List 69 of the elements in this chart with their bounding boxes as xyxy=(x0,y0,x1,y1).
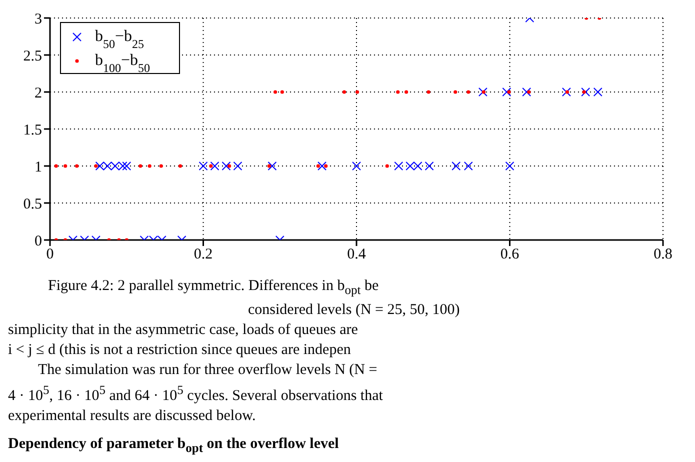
point xyxy=(507,90,511,94)
point xyxy=(581,88,590,96)
point xyxy=(54,164,58,168)
x-tick-label: 0 xyxy=(46,246,54,263)
x-tick-label: 0.8 xyxy=(654,246,672,263)
point xyxy=(454,90,458,94)
point xyxy=(318,162,327,170)
text: considered levels (N = 25, 50, 100) xyxy=(247,301,461,320)
point xyxy=(210,162,220,170)
point xyxy=(404,90,408,94)
point xyxy=(527,90,531,94)
point xyxy=(209,164,213,168)
point xyxy=(352,162,361,170)
point xyxy=(505,162,514,170)
point xyxy=(582,90,586,94)
text: 4 · 10$^{5}$, 16 · 10$^{5}$ and 64 · 10$^{5}$ cycles. Several observations that xyxy=(8,382,384,406)
text: simplicity that in the asymmetric case, loads of queues are xyxy=(8,321,359,340)
point xyxy=(396,90,400,94)
point xyxy=(355,90,360,94)
point xyxy=(138,164,142,168)
point xyxy=(464,162,473,170)
point xyxy=(478,88,488,96)
x-tick-label: 0.6 xyxy=(500,246,520,263)
point xyxy=(222,162,231,170)
point xyxy=(148,164,152,168)
point xyxy=(324,164,328,168)
point xyxy=(280,90,284,94)
y-tick-label: 1.5 xyxy=(23,122,42,138)
point xyxy=(452,162,461,170)
y-tick-label: 2.5 xyxy=(23,48,42,64)
point xyxy=(466,90,470,94)
point xyxy=(316,164,320,168)
point xyxy=(482,90,486,94)
point xyxy=(394,162,404,170)
legend-label: b$_{100}$−b$_{50}$ xyxy=(95,52,150,75)
point xyxy=(122,162,132,170)
y-tick-label: 0.5 xyxy=(23,196,42,212)
text: experimental results are discussed below. xyxy=(8,407,257,426)
point xyxy=(502,88,512,96)
point xyxy=(426,90,430,94)
y-tick-label: 0 xyxy=(34,233,42,250)
point xyxy=(64,164,68,168)
point xyxy=(233,162,242,170)
point xyxy=(522,88,532,96)
point xyxy=(228,164,232,168)
point xyxy=(268,162,277,170)
x-tick-label: 0.4 xyxy=(347,246,366,263)
point xyxy=(593,88,602,96)
x-tick-label: 0.2 xyxy=(194,246,213,263)
point xyxy=(267,164,271,168)
text: Dependency of parameter b$_{opt}$ on the overflow level xyxy=(8,435,340,457)
point xyxy=(94,164,98,168)
y-tick-label: 1 xyxy=(34,159,42,176)
point xyxy=(562,88,571,96)
point xyxy=(273,90,278,94)
text: i < j ≤ d (this is not a restriction since queues are indepen xyxy=(8,341,352,360)
caption: Figure 4.2: 2 parallel symmetric. Differences in b$_{opt}$ be xyxy=(47,277,380,299)
text: The simulation was run for three overflow levels N (N = xyxy=(37,361,378,380)
point xyxy=(565,90,570,94)
legend-label: b$_{50}$−b$_{25}$ xyxy=(95,28,144,51)
point xyxy=(198,162,208,170)
point xyxy=(178,164,182,168)
point xyxy=(342,90,346,94)
point xyxy=(75,164,79,168)
point xyxy=(424,162,434,170)
point xyxy=(159,164,163,168)
point xyxy=(385,164,389,168)
y-tick-label: 3 xyxy=(34,11,42,28)
y-tick-label: 2 xyxy=(34,85,42,102)
